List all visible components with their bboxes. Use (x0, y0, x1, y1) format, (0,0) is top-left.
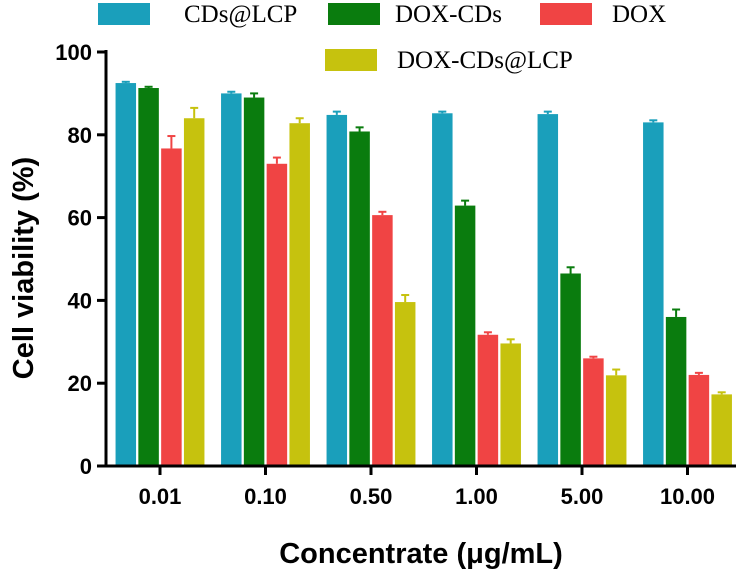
bar-dox-cds (349, 131, 370, 466)
y-tick-label: 60 (68, 206, 92, 231)
bar-dox-cds-lcp (289, 123, 310, 466)
legend-swatch-cds-lcp (98, 3, 150, 25)
x-tick-label: 5.00 (561, 484, 604, 509)
legend-swatch-dox-cds (328, 3, 380, 25)
bar-dox (266, 163, 288, 466)
x-axis-title: Concentrate (μg/mL) (279, 538, 563, 570)
bar-dox-cds-lcp (711, 394, 732, 466)
bar-cds-lcp (537, 114, 559, 466)
bar-dox-cds-lcp (394, 302, 416, 466)
bar-cds-lcp (326, 114, 348, 466)
bar-dox-cds (665, 316, 687, 466)
y-tick-label: 40 (68, 288, 92, 313)
y-tick-label: 0 (80, 454, 92, 479)
x-tick-label: 1.00 (455, 484, 498, 509)
axes: 0 20 40 60 80 100 0.01 0.10 0.50 1.00 5.00 10.00 (55, 40, 736, 509)
x-tick-label: 0.50 (350, 484, 393, 509)
bar-dox-cds (560, 273, 581, 466)
bar-dox-cds (243, 97, 265, 466)
y-tick-label: 80 (68, 123, 92, 148)
y-axis-title: Cell viability (%) (8, 157, 40, 379)
legend-swatch-dox-cds-lcp (325, 49, 377, 71)
legend-swatch-dox (540, 3, 592, 25)
legend-label-dox-cds: DOX-CDs (395, 1, 502, 28)
bar-dox-cds (454, 205, 476, 466)
bar-dox-cds-lcp (183, 118, 205, 467)
bar-dox (688, 374, 710, 466)
bar-dox (583, 358, 604, 466)
bar-cds-lcp (432, 113, 453, 466)
bar-dox (477, 334, 499, 466)
bar-cds-lcp (221, 93, 242, 467)
bar-dox-cds-lcp (605, 375, 627, 466)
bars-group (115, 80, 732, 467)
x-tick-label: 0.10 (244, 484, 287, 509)
x-tick-label: 10.00 (660, 484, 715, 509)
bar-dox-cds-lcp (500, 343, 521, 466)
bar-cds-lcp (643, 122, 664, 466)
bar-dox-cds (138, 88, 159, 466)
bar-dox (161, 148, 182, 466)
y-tick-label: 20 (68, 371, 92, 396)
legend: CDs@LCP DOX-CDs DOX DOX-CDs@LCP (98, 1, 666, 74)
x-tick-label: 0.01 (139, 484, 182, 509)
bar-dox (372, 215, 393, 466)
bar-cds-lcp (115, 83, 137, 467)
y-tick-label: 100 (55, 40, 92, 65)
legend-label-dox: DOX (612, 1, 666, 28)
legend-label-dox-cds-lcp: DOX-CDs@LCP (397, 47, 573, 74)
legend-label-cds-lcp: CDs@LCP (184, 1, 297, 28)
